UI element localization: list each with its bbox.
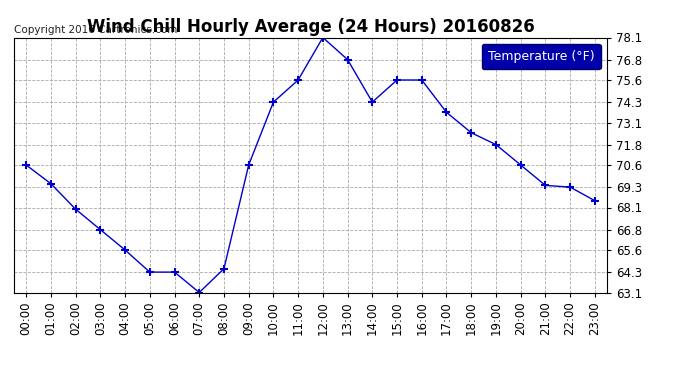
- Temperature (°F): [566, 185, 574, 189]
- Temperature (°F): [517, 163, 525, 167]
- Temperature (°F): [47, 182, 55, 186]
- Temperature (°F): [492, 142, 500, 147]
- Temperature (°F): [244, 163, 253, 167]
- Legend: Temperature (°F): Temperature (°F): [482, 44, 601, 69]
- Temperature (°F): [146, 270, 154, 274]
- Temperature (°F): [220, 267, 228, 271]
- Temperature (°F): [591, 198, 599, 203]
- Temperature (°F): [22, 163, 30, 167]
- Title: Wind Chill Hourly Average (24 Hours) 20160826: Wind Chill Hourly Average (24 Hours) 201…: [87, 18, 534, 36]
- Temperature (°F): [442, 110, 451, 114]
- Temperature (°F): [294, 78, 302, 82]
- Temperature (°F): [269, 100, 277, 104]
- Temperature (°F): [344, 57, 352, 62]
- Temperature (°F): [72, 207, 80, 212]
- Temperature (°F): [319, 35, 327, 40]
- Temperature (°F): [195, 290, 204, 295]
- Temperature (°F): [393, 78, 401, 82]
- Temperature (°F): [96, 227, 104, 232]
- Line: Temperature (°F): Temperature (°F): [22, 33, 599, 297]
- Temperature (°F): [467, 130, 475, 135]
- Text: Copyright 2016 Cartronics.com: Copyright 2016 Cartronics.com: [14, 25, 177, 35]
- Temperature (°F): [417, 78, 426, 82]
- Temperature (°F): [121, 248, 129, 252]
- Temperature (°F): [541, 183, 549, 188]
- Temperature (°F): [368, 100, 377, 104]
- Temperature (°F): [170, 270, 179, 274]
